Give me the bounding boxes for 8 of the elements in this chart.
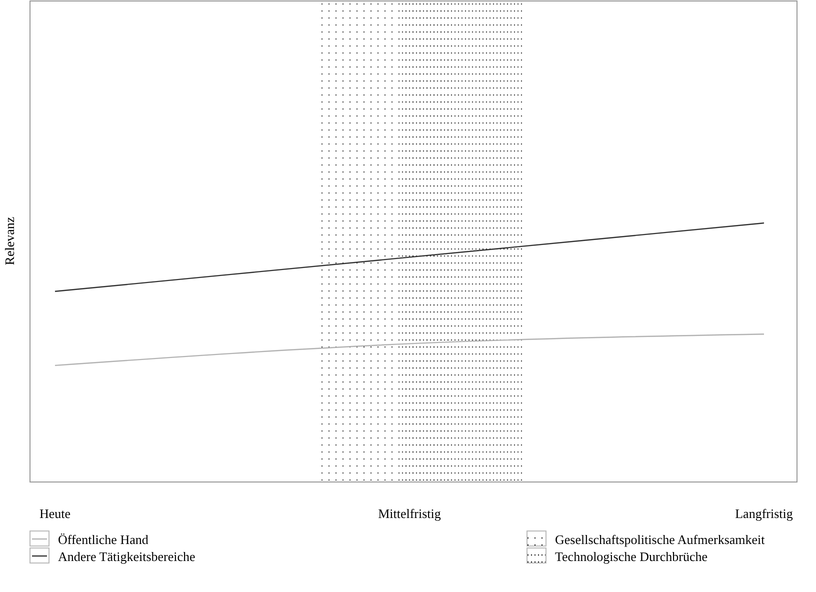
legend-label: Andere Tätigkeitsbereiche	[58, 549, 196, 564]
text: Gesellschaftspolitische Aufmerksamkeit	[555, 532, 766, 547]
x-tick-label: Mittelfristig	[378, 506, 442, 521]
y-axis-title: Relevanz	[2, 216, 17, 266]
x-tick-label: Langfristig	[735, 506, 794, 521]
x-tick-label: Heute	[39, 506, 71, 521]
legend-label: Öffentliche Hand	[58, 532, 149, 547]
text: Technologische Durchbrüche	[555, 549, 708, 564]
